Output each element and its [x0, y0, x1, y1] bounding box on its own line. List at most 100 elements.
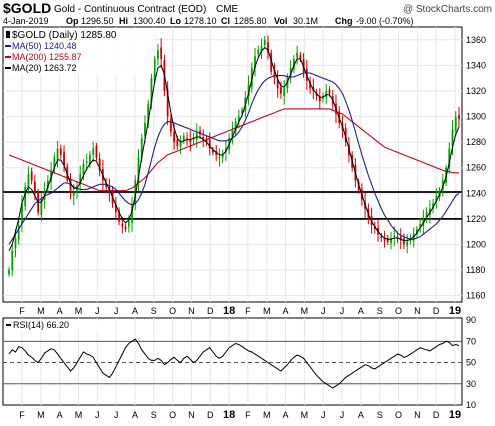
candle-body [153, 58, 156, 81]
legend-item-ma50: MA(50) 1240.48 [5, 41, 77, 51]
rsi-x-tick-label: N [414, 410, 421, 420]
candle-body [150, 78, 153, 103]
y-tick-label: 1160 [466, 291, 485, 301]
price-legend-box [4, 28, 154, 74]
change-label: Chg [335, 16, 353, 26]
candle-body [260, 46, 263, 52]
rsi-x-tick-label: 19 [449, 409, 461, 421]
candle-body [79, 174, 82, 185]
rsi-gridlines [21, 318, 456, 405]
candle-body [212, 149, 214, 153]
legend-item-ma20: MA(20) 1263.72 [5, 63, 77, 73]
candle-body [419, 223, 422, 227]
candle-body [30, 171, 33, 181]
candle-body [454, 116, 457, 131]
rsi-x-tick-label: O [169, 410, 176, 420]
candle-body [276, 79, 279, 89]
y-tick-label: 1200 [466, 239, 486, 249]
legend-item-ma200: MA(200) 1255.87 [5, 52, 82, 62]
rsi-x-tick-label: 18 [223, 409, 235, 421]
x-tick-label: A [283, 306, 289, 316]
ma20-line [8, 46, 460, 252]
candle-body [14, 238, 17, 249]
candle-body [131, 206, 133, 223]
rsi-axis-labels: 10 30 50 70 90 [466, 315, 476, 410]
candle-body [82, 163, 85, 176]
candle-body [147, 103, 150, 125]
rsi-y-tick-label: 10 [466, 400, 476, 410]
candle-body [134, 180, 137, 205]
rsi-x-tick-label: J [95, 410, 100, 420]
candle-body [144, 122, 146, 136]
candle-body [257, 50, 260, 54]
candle-body [11, 250, 14, 271]
price-axis-labels: 1160 1180 1200 1220 1240 1260 1280 1300 1320 1340… [466, 35, 486, 301]
candle-body [403, 238, 405, 245]
candle-body [344, 128, 347, 143]
volume-label: Vol [274, 16, 287, 26]
candle-body [383, 238, 386, 241]
candle-body [373, 226, 376, 230]
candle-body [441, 180, 444, 190]
ma200-line [8, 108, 459, 192]
y-tick-label: 1220 [466, 214, 486, 224]
candle-body [380, 236, 383, 239]
candle-body [435, 195, 438, 201]
price-x-axis-labels: F M A M J J A S O N D 18 F M A M J J A S O N D 19 [19, 305, 461, 317]
support-resistance-lines [3, 191, 462, 220]
rsi-reference-lines [3, 340, 462, 385]
candle-body [8, 270, 10, 274]
candle-body [263, 39, 266, 45]
y-tick-label: 1320 [466, 86, 486, 96]
candle-body [267, 42, 269, 53]
x-tick-label: 19 [449, 305, 461, 317]
x-tick-label: S [377, 306, 383, 316]
legend-candle-swatch [6, 31, 10, 38]
candle-body [24, 186, 27, 207]
candle-body [89, 154, 91, 164]
rsi-x-tick-label: A [283, 410, 289, 420]
x-tick-label: J [340, 306, 345, 316]
legend-item-price: $GOLD (Daily) 1285.80 [6, 30, 117, 41]
x-tick-label: J [321, 306, 326, 316]
quote-date: 4-Jan-2019 [3, 16, 49, 26]
candle-body [189, 139, 192, 143]
candle-body [328, 89, 331, 94]
legend-ma50-label: MA(50) 1240.48 [12, 41, 77, 51]
candle-body [76, 186, 78, 194]
candle-body [231, 129, 234, 137]
x-tick-label: M [301, 306, 309, 316]
candle-body [173, 131, 176, 143]
high-value: 1300.40 [133, 16, 166, 26]
rsi-panel-frame [2, 317, 463, 406]
legend-ma200-label: MA(200) 1255.87 [12, 52, 82, 62]
y-tick-label: 1180 [466, 265, 485, 275]
rsi-x-tick-label: S [151, 410, 157, 420]
candle-body [396, 236, 399, 239]
candle-body [182, 135, 185, 141]
candle-body [50, 170, 52, 182]
candle-body [221, 154, 224, 158]
price-gridlines [3, 27, 462, 302]
candle-body [247, 84, 250, 97]
rsi-x-tick-label: J [321, 410, 326, 420]
rsi-panel: 10 30 50 70 90 RSI(14) 66.20 [2, 315, 476, 410]
rsi-x-tick-label: F [245, 410, 251, 420]
rsi-y-tick-label: 30 [466, 379, 476, 389]
candle-body [124, 226, 127, 230]
candle-body [166, 89, 169, 117]
candle-body [195, 131, 198, 140]
x-tick-label: F [19, 306, 25, 316]
x-tick-label: O [169, 306, 176, 316]
y-tick-label: 1240 [466, 188, 486, 198]
candle-body [208, 139, 211, 149]
candle-body [127, 221, 130, 227]
candle-body [254, 56, 256, 68]
candle-body [95, 145, 98, 158]
candle-body [63, 152, 65, 166]
candle-body [160, 47, 163, 59]
chart-exchange: CME [216, 4, 239, 15]
price-legend: $GOLD (Daily) 1285.80 MA(50) 1240.48 MA(… [4, 28, 154, 74]
x-tick-label: M [37, 306, 45, 316]
candle-body [85, 161, 88, 163]
